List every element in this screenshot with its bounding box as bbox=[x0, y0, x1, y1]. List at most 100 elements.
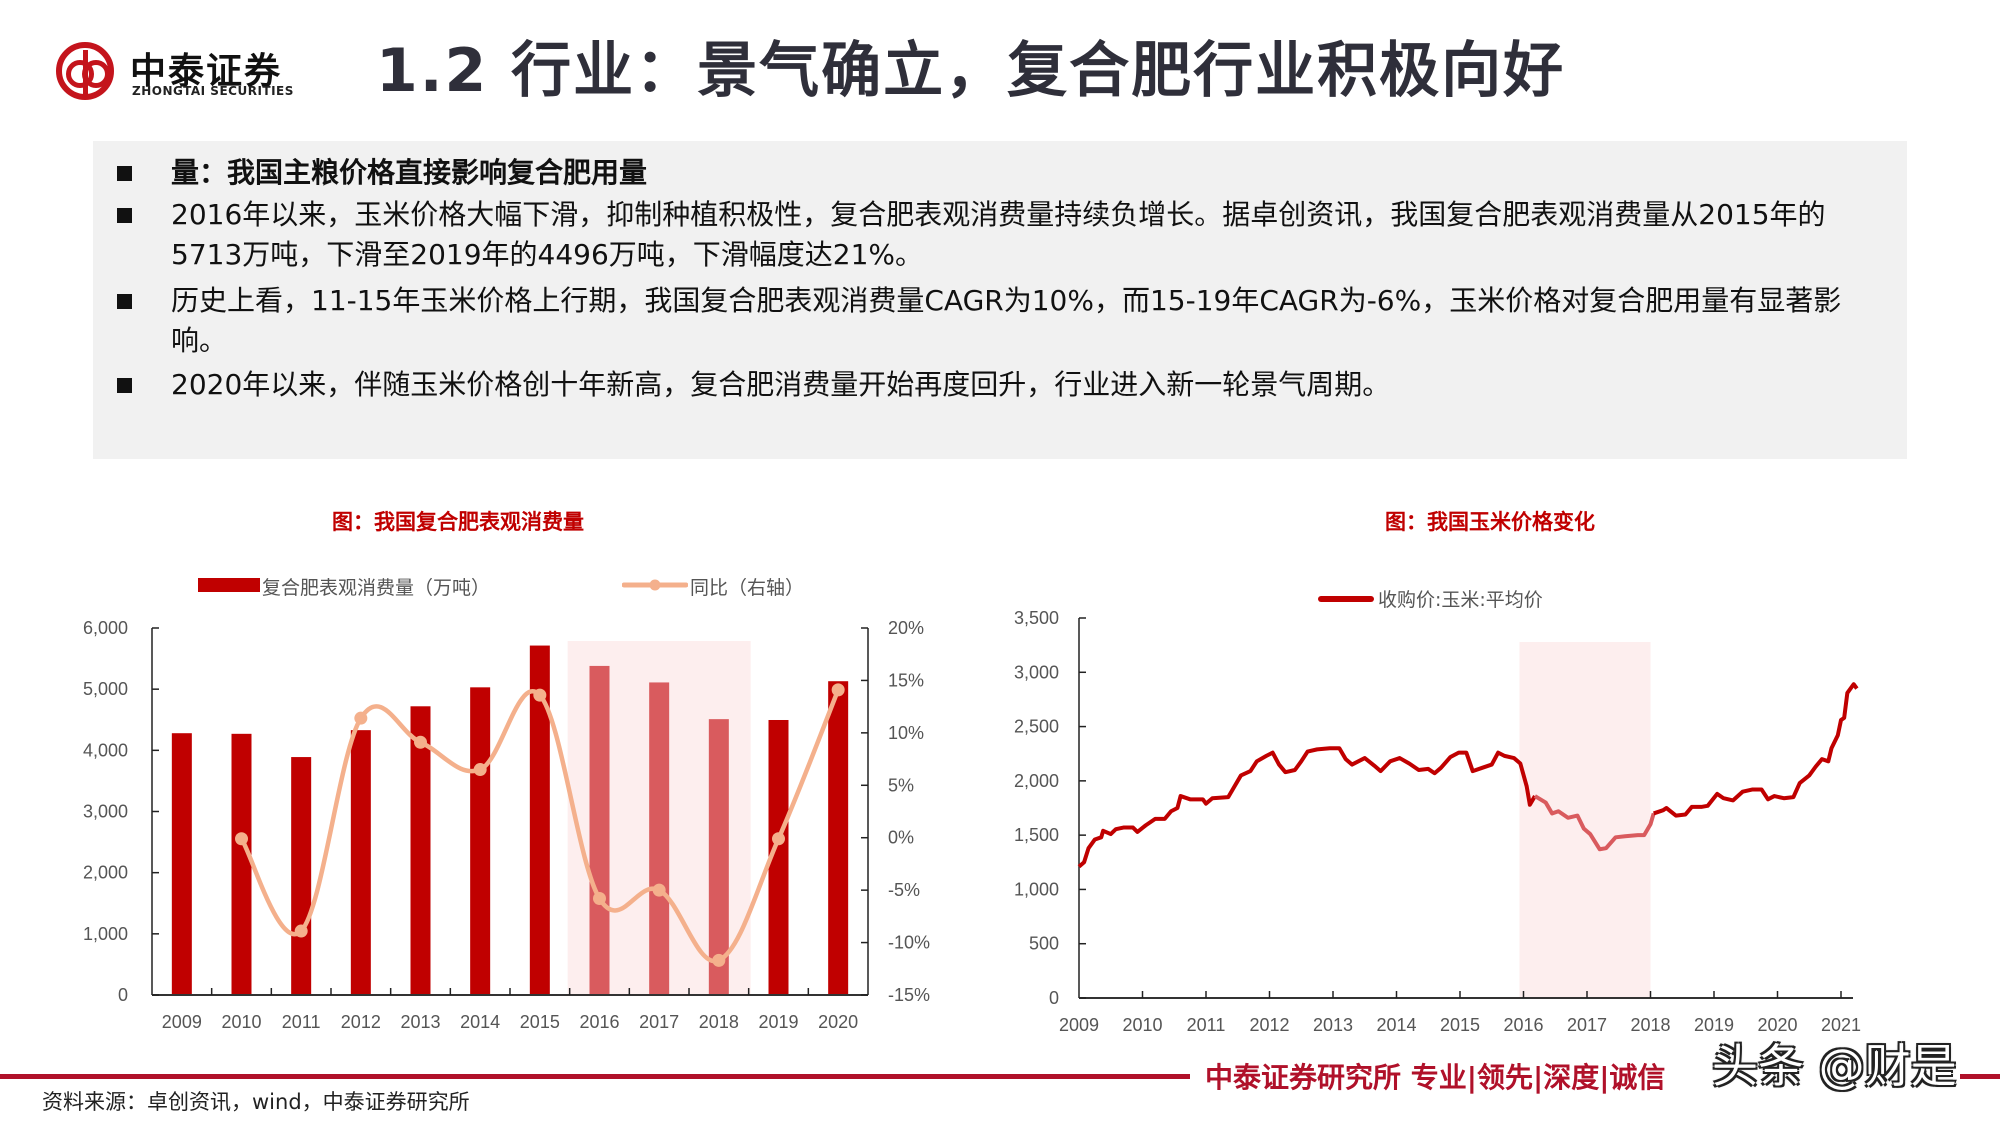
x-tick-label: 2020 bbox=[818, 1012, 858, 1032]
y-tick-label: 500 bbox=[1029, 934, 1059, 954]
bullet-item: 2016年以来，玉米价格大幅下滑，抑制种植积极性，复合肥表观消费量持续负增长。据… bbox=[117, 195, 1877, 275]
yoy-marker bbox=[772, 832, 785, 846]
y2-tick-label: 20% bbox=[888, 618, 924, 638]
bar-2020 bbox=[828, 681, 849, 995]
x-tick-label: 2019 bbox=[758, 1012, 798, 1032]
yoy-marker bbox=[414, 735, 427, 749]
bar-2015 bbox=[529, 645, 550, 995]
bullet-square-icon bbox=[117, 378, 132, 393]
company-logo: 中泰证券 ZHONGTAI SECURITIES bbox=[56, 40, 306, 110]
x-tick-label: 2015 bbox=[1440, 1015, 1480, 1035]
bar-2017 bbox=[649, 682, 670, 995]
fertilizer-chart-title: 图：我国复合肥表观消费量 bbox=[332, 510, 584, 534]
x-tick-label: 2017 bbox=[639, 1012, 679, 1032]
footer-divider bbox=[0, 1074, 1190, 1079]
x-tick-label: 2012 bbox=[1249, 1015, 1289, 1035]
y-tick-label: 4,000 bbox=[83, 740, 128, 760]
price-line bbox=[1077, 746, 1537, 869]
y-tick-label: 0 bbox=[118, 985, 128, 1005]
bar-2016 bbox=[589, 665, 610, 995]
y-tick-label: 2,000 bbox=[1014, 771, 1059, 791]
bar-2018 bbox=[708, 719, 729, 995]
bar-2014 bbox=[470, 687, 491, 995]
bullet-square-icon bbox=[117, 208, 132, 223]
legend-line-swatch-icon bbox=[622, 579, 688, 591]
watermark: 头条 @财是 bbox=[1712, 1039, 1957, 1093]
y-tick-label: 1,000 bbox=[1014, 879, 1059, 899]
logo-english-name: ZHONGTAI SECURITIES bbox=[132, 84, 294, 98]
y2-tick-label: -10% bbox=[888, 933, 930, 953]
yoy-marker bbox=[354, 711, 368, 725]
x-tick-label: 2018 bbox=[699, 1012, 739, 1032]
y-tick-label: 6,000 bbox=[83, 618, 128, 638]
legend-bar-swatch-icon bbox=[198, 578, 260, 592]
x-tick-label: 2009 bbox=[162, 1012, 202, 1032]
yoy-marker bbox=[593, 892, 606, 906]
x-tick-label: 2011 bbox=[1187, 1015, 1226, 1035]
x-tick-label: 2015 bbox=[520, 1012, 560, 1032]
x-tick-label: 2021 bbox=[1821, 1015, 1861, 1035]
x-tick-label: 2016 bbox=[579, 1012, 619, 1032]
x-tick-label: 2011 bbox=[282, 1012, 321, 1032]
bullet-square-icon bbox=[117, 294, 132, 309]
y-tick-label: 5,000 bbox=[83, 679, 128, 699]
x-tick-label: 2012 bbox=[341, 1012, 381, 1032]
x-tick-label: 2019 bbox=[1694, 1015, 1734, 1035]
bar-2009 bbox=[171, 733, 192, 995]
y-tick-label: 0 bbox=[1049, 988, 1059, 1008]
y-tick-label: 3,000 bbox=[83, 802, 128, 822]
y2-tick-label: -15% bbox=[888, 985, 930, 1005]
y-tick-label: 3,000 bbox=[1014, 662, 1059, 682]
yoy-marker bbox=[473, 763, 487, 777]
bar-2013 bbox=[410, 706, 431, 995]
x-tick-label: 2010 bbox=[221, 1012, 261, 1032]
x-tick-label: 2018 bbox=[1630, 1015, 1670, 1035]
y-tick-label: 3,500 bbox=[1014, 608, 1059, 628]
price-line-highlight bbox=[1533, 794, 1656, 852]
footer-slogan: 中泰证券研究所 专业|领先|深度|诚信 bbox=[1205, 1061, 1666, 1094]
corn-price-chart-title: 图：我国玉米价格变化 bbox=[1385, 510, 1595, 534]
yoy-marker bbox=[652, 883, 666, 897]
highlight-region bbox=[1519, 642, 1651, 998]
y-tick-label: 2,000 bbox=[83, 863, 128, 883]
y2-tick-label: 0% bbox=[888, 828, 914, 848]
logo-emblem-icon bbox=[56, 42, 114, 100]
y-tick-label: 1,000 bbox=[83, 924, 128, 944]
legend-bar-label: 复合肥表观消费量（万吨） bbox=[262, 577, 491, 599]
yoy-marker bbox=[533, 688, 547, 702]
y2-tick-label: 15% bbox=[888, 670, 924, 690]
price-line bbox=[1653, 682, 1859, 818]
legend-line-swatch-icon bbox=[1318, 596, 1374, 602]
yoy-marker bbox=[712, 953, 726, 967]
x-tick-label: 2014 bbox=[1376, 1015, 1416, 1035]
bar-2012 bbox=[350, 730, 371, 995]
y2-tick-label: -5% bbox=[888, 880, 920, 900]
x-tick-label: 2013 bbox=[1313, 1015, 1353, 1035]
y2-tick-label: 5% bbox=[888, 775, 914, 795]
x-tick-label: 2016 bbox=[1503, 1015, 1543, 1035]
page-title: 1.2 行业：景气确立，复合肥行业积极向好 bbox=[376, 36, 1566, 106]
bullet-item: 历史上看，11-15年玉米价格上行期，我国复合肥表观消费量CAGR为10%，而1… bbox=[117, 281, 1877, 361]
bullet-square-icon bbox=[117, 166, 132, 181]
logo-chinese-name: 中泰证券 bbox=[130, 51, 283, 92]
x-tick-label: 2020 bbox=[1757, 1015, 1797, 1035]
bar-2010 bbox=[231, 733, 252, 995]
data-source-note: 资料来源：卓创资讯，wind，中泰证券研究所 bbox=[42, 1090, 470, 1114]
legend-line-label: 同比（右轴） bbox=[690, 577, 805, 599]
legend-line-label: 收购价:玉米:平均价 bbox=[1378, 589, 1543, 611]
x-tick-label: 2014 bbox=[460, 1012, 500, 1032]
fertilizer-consumption-chart: 0 1,000 2,000 3,000 4,000 5,000 6,000 -15% -10% -… bbox=[83, 618, 930, 1032]
x-tick-label: 2010 bbox=[1122, 1015, 1162, 1035]
yoy-marker bbox=[831, 683, 845, 697]
yoy-marker bbox=[294, 924, 308, 938]
y2-tick-label: 10% bbox=[888, 723, 924, 743]
x-tick-label: 2013 bbox=[400, 1012, 440, 1032]
y-tick-label: 1,500 bbox=[1014, 825, 1059, 845]
bullet-heading: 量：我国主粮价格直接影响复合肥用量 bbox=[117, 153, 1877, 193]
x-tick-label: 2017 bbox=[1567, 1015, 1607, 1035]
bar-2011 bbox=[291, 757, 312, 995]
x-tick-label: 2009 bbox=[1059, 1015, 1099, 1035]
yoy-marker bbox=[235, 832, 248, 846]
bar-2019 bbox=[768, 719, 789, 995]
summary-box: 量：我国主粮价格直接影响复合肥用量 2016年以来，玉米价格大幅下滑，抑制种植积… bbox=[93, 141, 1907, 459]
